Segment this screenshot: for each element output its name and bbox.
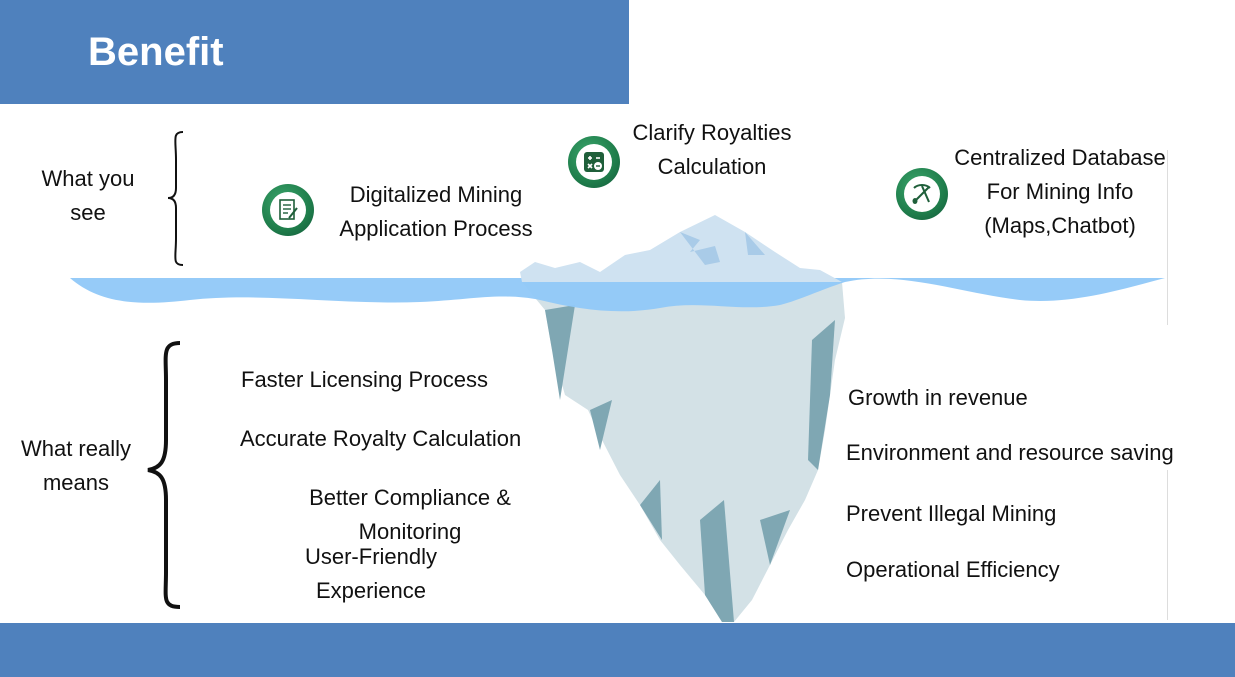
benefit-revenue: Growth in revenue [848,385,1028,410]
page-title: Benefit [88,30,224,74]
iceberg-shadow [545,305,575,400]
calculator-icon [568,136,620,188]
brace-bottom [147,341,181,609]
brace-top [167,131,184,266]
iceberg-tip-shadow [745,232,765,255]
visible-item-database: Centralized Database For Mining Info (Ma… [954,145,1166,238]
iceberg-shadow [808,320,835,470]
benefit-compliance: Better Compliance & Monitoring [309,485,511,544]
footer-bar [0,623,1235,677]
iceberg-shadow [590,400,612,450]
document-pen-icon [262,184,314,236]
what-really-means-label: What really means [20,436,132,495]
benefit-prevent-illegal: Prevent Illegal Mining [846,501,1057,526]
iceberg-tip-shadow [680,232,720,265]
benefit-accurate-royalty: Accurate Royalty Calculation [240,426,522,451]
pickaxe-shovel-icon [896,168,948,220]
visible-item-royalties: Clarify Royalties Calculation [632,120,792,179]
what-you-see-label: What you see [41,166,135,225]
benefit-efficiency: Operational Efficiency [846,557,1060,582]
benefit-faster-licensing: Faster Licensing Process [241,367,488,392]
water-surface [70,278,1165,312]
benefit-environment: Environment and resource saving [846,440,1174,465]
visible-item-digitalized: Digitalized Mining Application Process [339,182,533,241]
divider-line [1167,150,1168,325]
iceberg-tip [520,215,842,282]
iceberg-shadow [640,480,662,540]
iceberg-shadow [700,500,734,622]
iceberg-shadow [760,510,790,565]
divider-line [1167,470,1168,620]
benefit-user-friendly: User-Friendly Experience [304,544,438,603]
header-bar: Benefit [0,0,629,104]
